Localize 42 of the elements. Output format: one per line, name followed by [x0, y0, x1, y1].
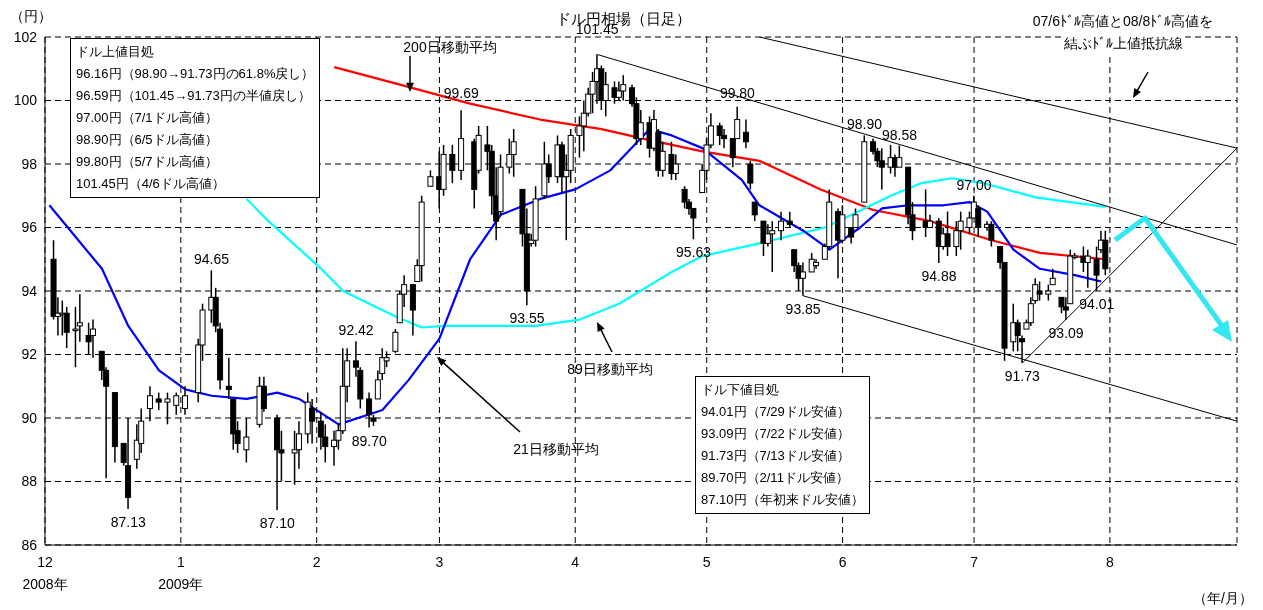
x-tick-label: 12 2008年	[22, 554, 68, 592]
annotation: ドル上値目処 96.16円（98.90→91.73円の61.8%戻し） 96.59円（101.45→91.73円の半値戻し） 97.00円（7/1ドル高値） 98.90円（6/5ドル高値） 99.80円（5/7ドル高値） 101.45円（4/6ドル高値）	[76, 43, 315, 193]
text: 21日移動平均	[513, 441, 599, 457]
x-tick-label: 3	[435, 554, 444, 570]
x-tick-label: 1 2009年	[158, 554, 204, 592]
x-tick-label: 2	[312, 554, 321, 570]
text: 200日移動平均	[403, 39, 497, 55]
x-tick-label: 8	[1106, 554, 1115, 570]
y-tick-label: 88	[21, 473, 38, 490]
y-tick-label: 86	[21, 536, 38, 553]
text: 89日移動平均	[567, 361, 653, 377]
annotation: 98.90	[846, 116, 883, 133]
y-axis-title: （円）	[10, 8, 52, 26]
text: 07/6ﾄﾞﾙ高値と08/8ﾄﾞﾙ高値を	[1032, 10, 1214, 32]
y-tick-label: 100	[13, 92, 38, 109]
x-tick-label: 4	[571, 554, 580, 570]
annotation: 87.10	[259, 515, 295, 532]
annotation: 98.58	[882, 126, 918, 143]
y-tick-label: 90	[21, 409, 38, 426]
y-tick-label: 102	[13, 28, 38, 45]
x-axis-title: （年/月）	[1193, 590, 1253, 608]
annotation: 93.09	[1048, 324, 1084, 341]
annotation: 結ぶﾄﾞﾙ上値抵抗線	[1063, 32, 1183, 54]
annotation: 94.88	[921, 268, 957, 285]
y-tick-label: 94	[21, 282, 38, 299]
annotation: 99.69	[443, 84, 480, 101]
annotation: 93.85	[785, 300, 821, 317]
annotation: 94.01	[1079, 295, 1115, 312]
annotation: 93.55	[509, 310, 545, 327]
y-tick-label: 98	[21, 155, 38, 172]
annotation: 87.13	[110, 514, 146, 531]
annotation: 99.80	[719, 84, 756, 101]
annotation: 91.73	[1004, 368, 1040, 385]
x-tick-label: 7	[970, 554, 979, 570]
x-tick-label: 6	[838, 554, 847, 570]
annotation: 94.65	[194, 251, 230, 268]
annotation: 89.70	[351, 432, 388, 449]
y-tick-label: 96	[21, 219, 38, 236]
y-tick-label: 92	[21, 346, 38, 363]
annotation: ドル下値目処 94.01円（7/29ドル安値） 93.09円（7/22ドル安値） 91.73円（7/13ドル安値） 89.70円（2/11ドル安値） 87.10円（年初来ドル安値）	[701, 381, 864, 509]
x-tick-label: 5	[702, 554, 711, 570]
annotation: 92.42	[338, 322, 374, 339]
